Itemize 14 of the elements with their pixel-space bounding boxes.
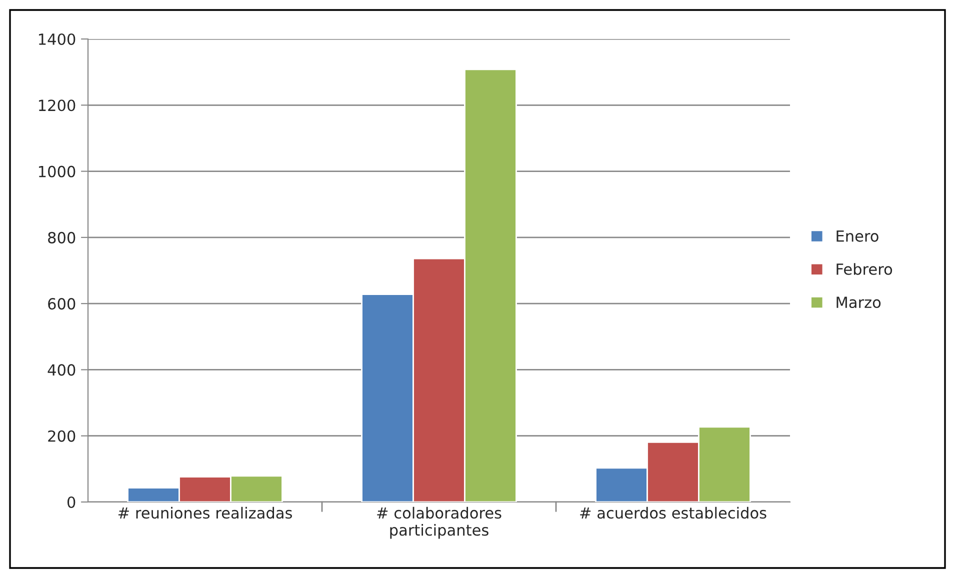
y-tick-label: 600 [48, 298, 76, 310]
y-tick-label: 400 [48, 364, 76, 376]
y-tick-label: 200 [48, 430, 76, 442]
x-tick-label: # acuerdos establecidos [580, 506, 766, 519]
y-tick-label: 0 [67, 496, 76, 508]
x-tick-label: # colaboradores participantes [377, 506, 502, 539]
legend-label: Enero [836, 230, 878, 242]
y-tick-label: 1000 [38, 166, 76, 178]
y-tick-label: 1400 [38, 33, 76, 46]
x-tick-label: # reuniones realizadas [118, 506, 292, 519]
legend-label: Marzo [836, 296, 881, 308]
y-tick-label: 1200 [38, 100, 76, 112]
legend-label: Febrero [836, 263, 892, 275]
y-tick-label: 800 [48, 232, 76, 244]
